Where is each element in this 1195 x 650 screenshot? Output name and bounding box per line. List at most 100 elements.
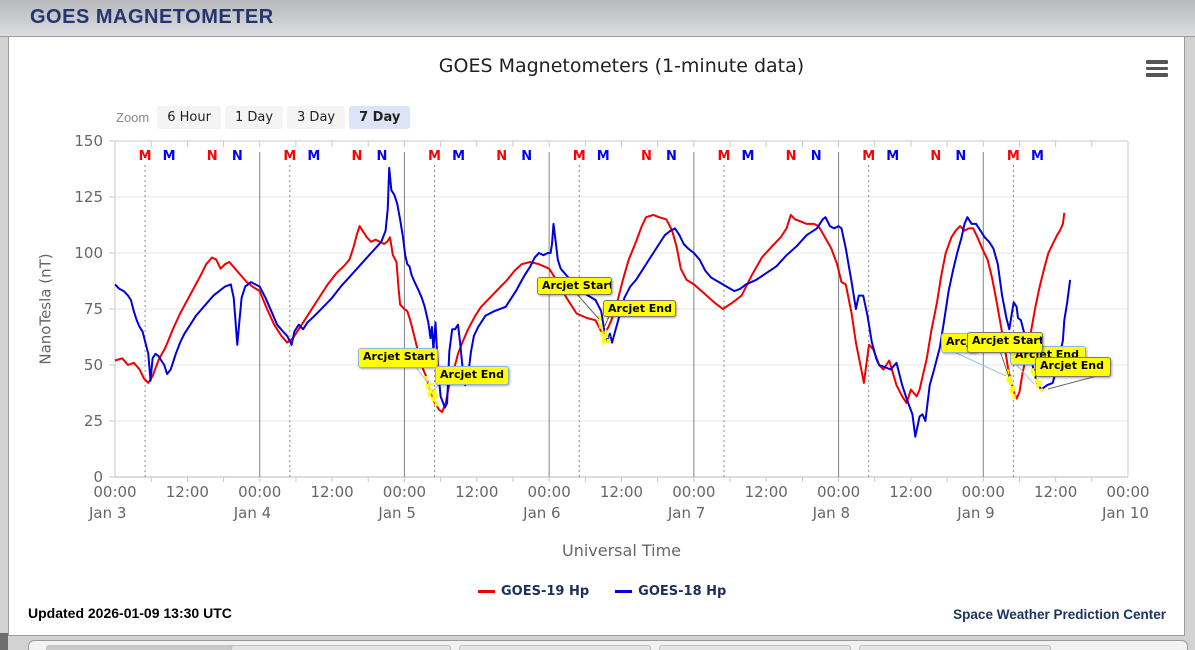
page-edge-shadow: [0, 633, 8, 650]
arcjet-label-arcjet-end: Arcjet End: [1035, 357, 1111, 377]
arcjet-label-arcjet-end: Arcjet End: [435, 366, 509, 385]
callout-line: [414, 365, 430, 385]
legend-label-goes18: GOES-18 Hp: [638, 584, 727, 599]
satellite-midnight-marker: M: [573, 149, 586, 164]
callout-line: [999, 350, 1010, 378]
x-tick-time-label: 00:00: [238, 483, 281, 501]
x-tick-date-label: Jan 7: [667, 504, 705, 522]
legend-item-goes19[interactable]: GOES-19 Hp: [478, 584, 589, 599]
satellite-midnight-marker: M: [886, 149, 899, 164]
series-line-goes-19-hp: [114, 212, 1066, 413]
x-tick-time-label: 00:00: [93, 483, 136, 501]
satellite-noon-marker: N: [232, 149, 243, 164]
next-section-tab[interactable]: [659, 645, 851, 650]
x-tick-time-label: 00:00: [962, 483, 1005, 501]
satellite-midnight-marker: M: [163, 149, 176, 164]
x-tick-time-label: 00:00: [672, 483, 715, 501]
arcjet-label-arcjet-start: Arcjet Start: [358, 348, 438, 368]
x-tick-time-label: 12:00: [455, 483, 498, 501]
zoom-button-7-day[interactable]: 7 Day: [349, 105, 411, 129]
y-tick-label: 25: [84, 412, 103, 430]
satellite-midnight-marker: M: [283, 149, 296, 164]
satellite-midnight-marker: M: [452, 149, 465, 164]
next-section-tab[interactable]: [231, 645, 451, 650]
arcjet-label-arcjet-start: Arcjet Start: [967, 332, 1043, 353]
x-tick-time-label: 12:00: [310, 483, 353, 501]
callout-line: [1047, 375, 1098, 390]
x-tick-time-label: 00:00: [817, 483, 860, 501]
chart-legend: GOES-19 Hp GOES-18 Hp: [478, 584, 752, 599]
satellite-midnight-marker: M: [428, 149, 441, 164]
x-axis-title: Universal Time: [561, 541, 681, 560]
arcjet-label-arcjet-end: Arcjet End: [603, 300, 676, 317]
y-tick-label: 50: [84, 356, 103, 374]
zoom-label: Zoom: [116, 109, 150, 125]
satellite-midnight-marker: M: [862, 149, 875, 164]
satellite-noon-marker: N: [930, 149, 941, 164]
y-tick-label: 0: [93, 468, 103, 486]
legend-item-goes18[interactable]: GOES-18 Hp: [615, 584, 726, 599]
x-tick-date-label: Jan 3: [88, 504, 126, 522]
x-tick-time-label: 00:00: [528, 483, 571, 501]
satellite-noon-marker: N: [666, 149, 677, 164]
satellite-noon-marker: N: [641, 149, 652, 164]
next-section-tab[interactable]: [459, 645, 651, 650]
satellite-midnight-marker: M: [1031, 149, 1044, 164]
satellite-noon-marker: N: [352, 149, 363, 164]
x-tick-date-label: Jan 8: [812, 504, 850, 522]
x-tick-date-label: Jan 5: [377, 504, 415, 522]
y-tick-label: 125: [74, 188, 103, 206]
x-tick-time-label: 12:00: [745, 483, 788, 501]
x-tick-time-label: 00:00: [383, 483, 426, 501]
satellite-noon-marker: N: [521, 149, 532, 164]
x-tick-date-label: Jan 6: [522, 504, 560, 522]
y-tick-label: 100: [74, 244, 103, 262]
legend-label-goes19: GOES-19 Hp: [501, 584, 590, 599]
arcjet-overlay-segment: [1029, 360, 1044, 393]
zoom-range-selector: Zoom 6 Hour 1 Day 3 Day 7 Day: [116, 105, 414, 129]
satellite-midnight-marker: M: [717, 149, 730, 164]
page-title: GOES MAGNETOMETER: [30, 6, 274, 28]
x-tick-time-label: 12:00: [889, 483, 932, 501]
x-tick-time-label: 12:00: [600, 483, 643, 501]
satellite-midnight-marker: M: [307, 149, 320, 164]
x-tick-date-label: Jan 10: [1101, 504, 1149, 522]
x-tick-date-label: Jan 4: [233, 504, 271, 522]
satellite-noon-marker: N: [207, 149, 218, 164]
callout-line: [574, 291, 600, 320]
next-section-tab[interactable]: [859, 645, 1051, 650]
callout-line: [951, 350, 1007, 377]
chart-title: GOES Magnetometers (1-minute data): [438, 55, 805, 77]
satellite-midnight-marker: M: [597, 149, 610, 164]
next-section-card: [28, 640, 1188, 650]
satellite-noon-marker: N: [377, 149, 388, 164]
satellite-midnight-marker: M: [1007, 149, 1020, 164]
arcjet-label-arcjet-start: Arcjet Start: [537, 277, 612, 295]
zoom-button-1-day[interactable]: 1 Day: [224, 105, 284, 129]
hamburger-menu-icon[interactable]: [1146, 60, 1168, 78]
x-tick-date-label: Jan 9: [956, 504, 994, 522]
y-tick-label: 75: [84, 300, 103, 318]
zoom-button-3-day[interactable]: 3 Day: [287, 105, 346, 129]
x-tick-time-label: 12:00: [166, 483, 209, 501]
next-section-tab[interactable]: [46, 645, 240, 650]
satellite-noon-marker: N: [496, 149, 507, 164]
satellite-noon-marker: N: [786, 149, 797, 164]
x-tick-time-label: 00:00: [1106, 483, 1149, 501]
satellite-midnight-marker: M: [139, 149, 152, 164]
x-tick-time-label: 12:00: [1034, 483, 1077, 501]
series-line-goes-18-hp: [114, 166, 1072, 438]
satellite-noon-marker: N: [811, 149, 822, 164]
updated-timestamp: Updated 2026-01-09 13:30 UTC: [28, 605, 232, 621]
callout-line: [1013, 361, 1035, 385]
goes18-line-swatch: [615, 590, 633, 593]
arcjet-overlay-segment: [597, 315, 611, 348]
satellite-midnight-marker: M: [742, 149, 755, 164]
arcjet-overlay-segment: [1005, 369, 1017, 401]
goes19-line-swatch: [478, 590, 495, 593]
swpc-credit: Space Weather Prediction Center: [953, 607, 1166, 622]
y-tick-label: 150: [74, 132, 103, 150]
zoom-button-6-hour[interactable]: 6 Hour: [157, 105, 221, 129]
